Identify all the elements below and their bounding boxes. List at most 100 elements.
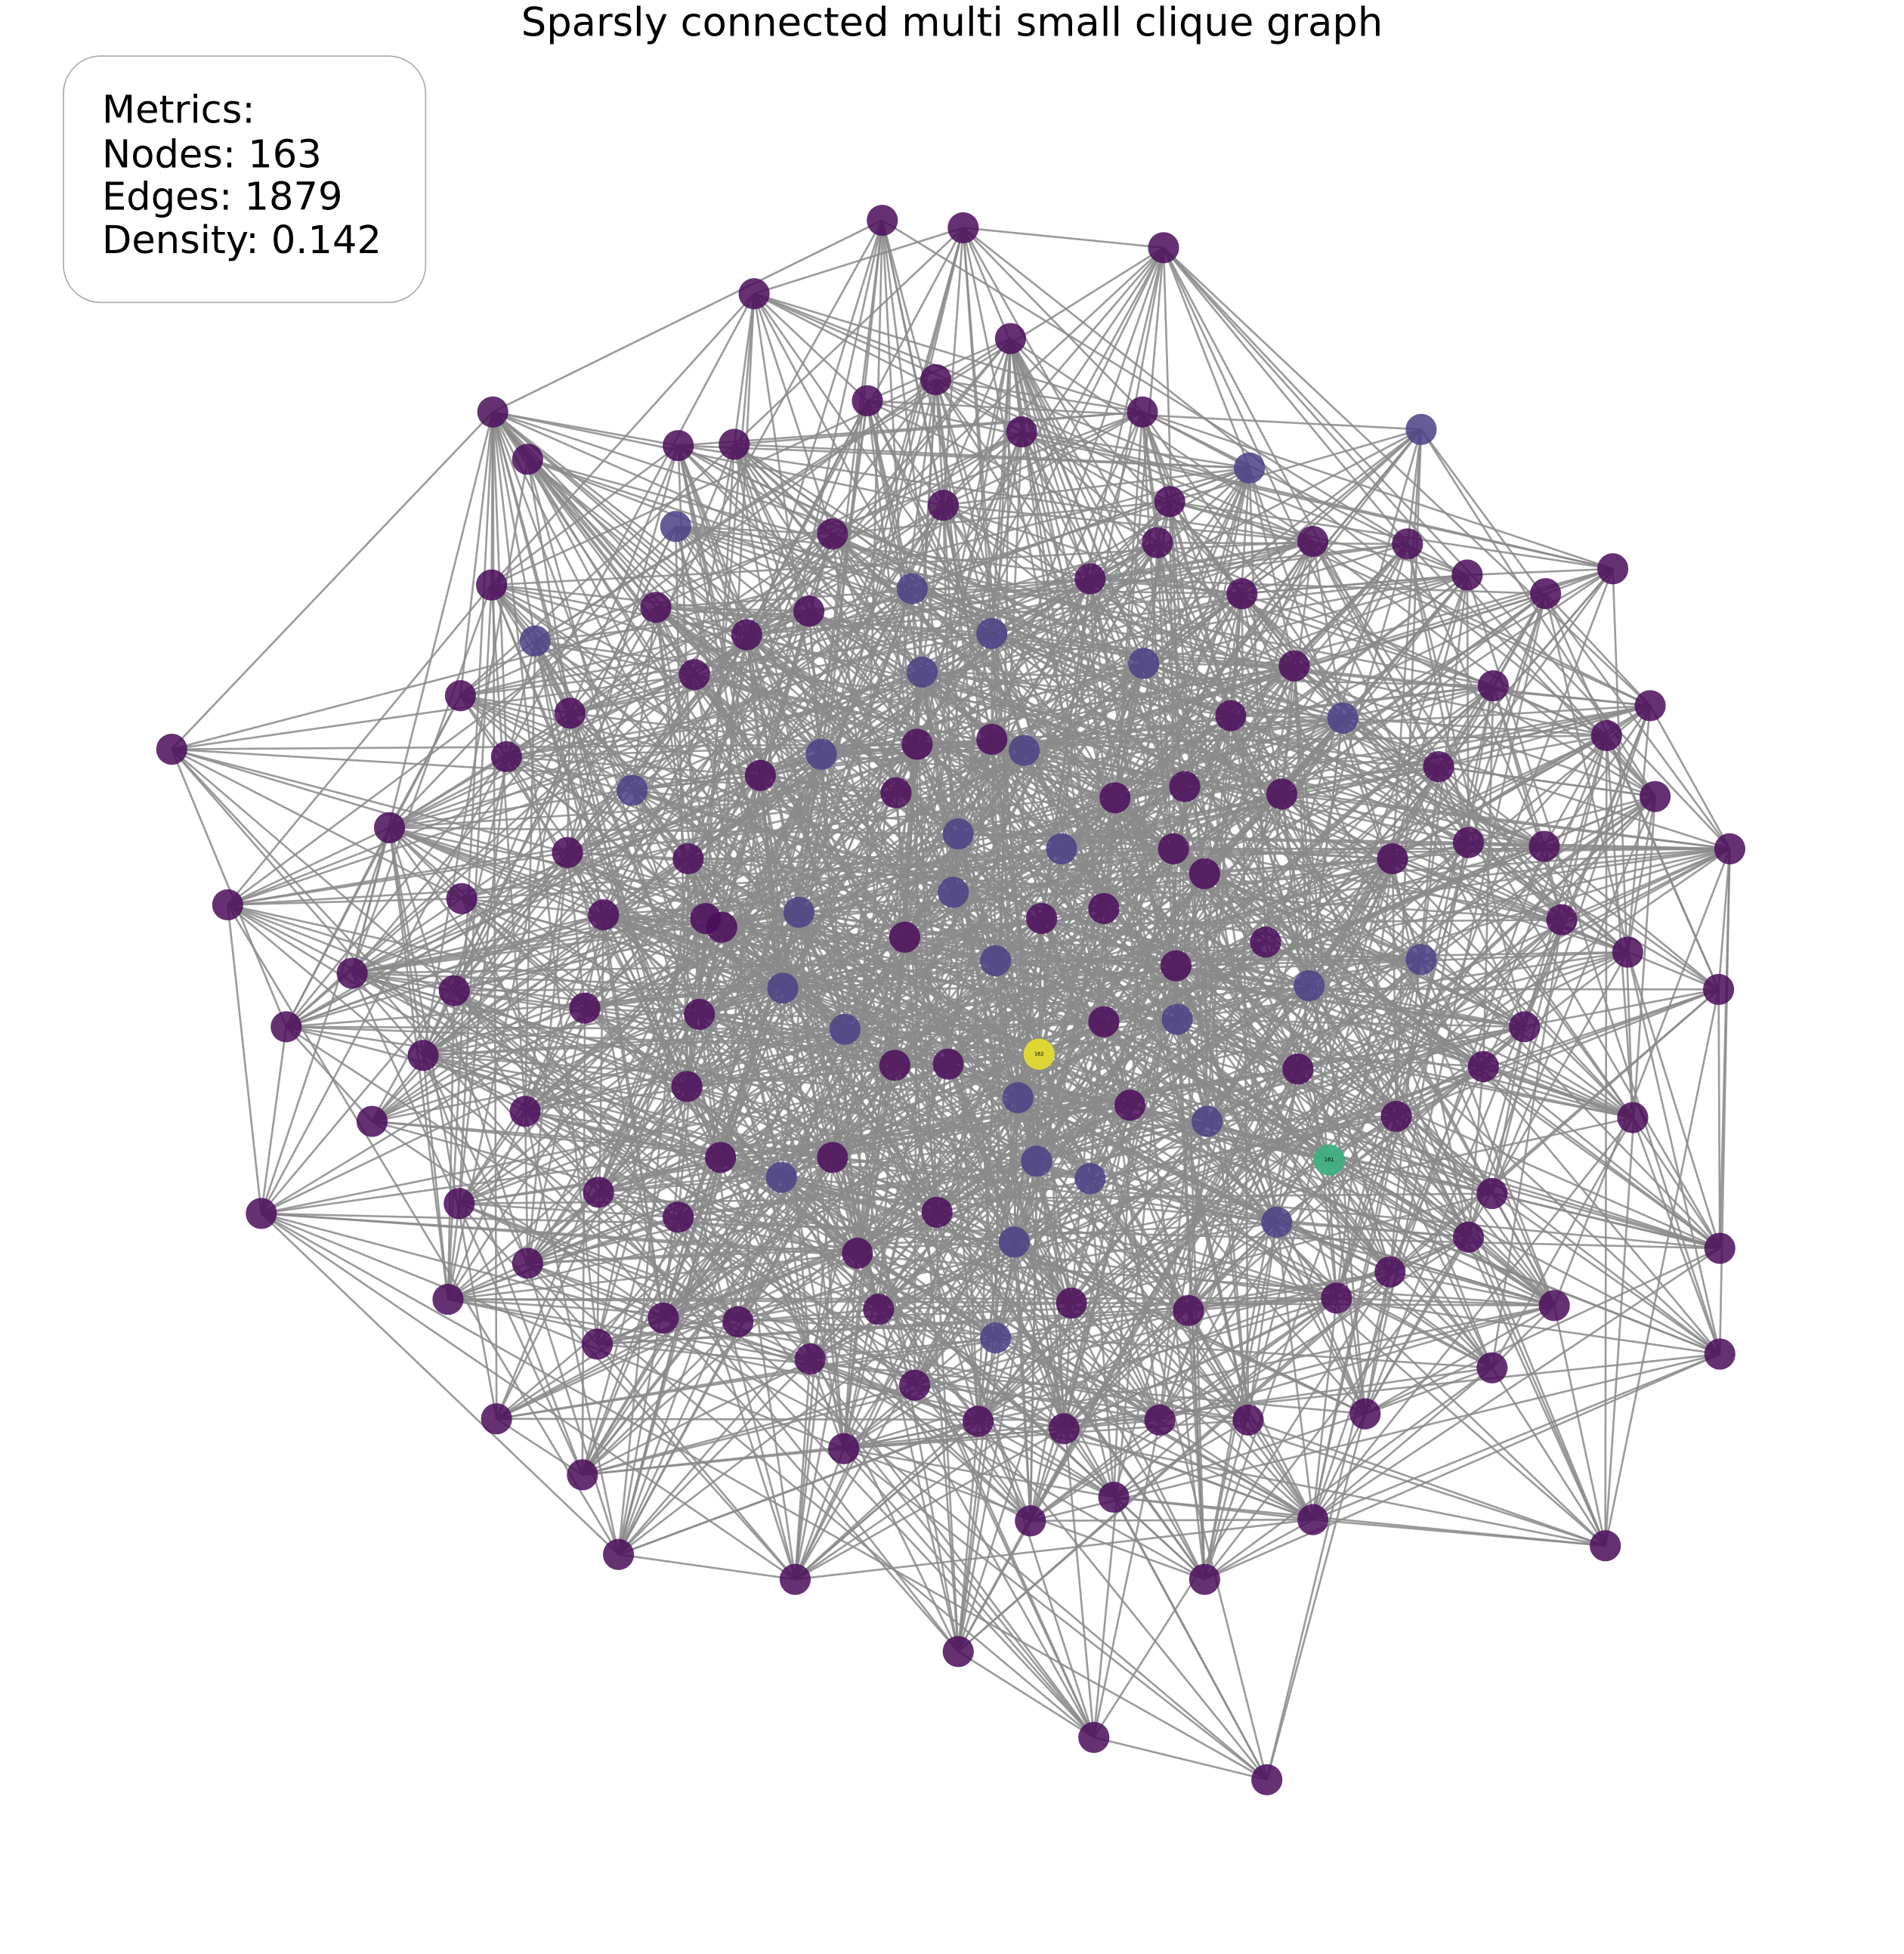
edge bbox=[1335, 568, 1614, 1299]
node bbox=[512, 1248, 543, 1279]
edge bbox=[524, 1111, 620, 1555]
edge bbox=[753, 292, 1143, 413]
edge bbox=[447, 1252, 858, 1300]
edge bbox=[904, 785, 1185, 938]
node bbox=[1088, 1006, 1120, 1037]
edge bbox=[260, 634, 748, 1214]
node bbox=[1477, 670, 1510, 702]
edge bbox=[527, 1192, 600, 1264]
node bbox=[1509, 1011, 1541, 1043]
edge bbox=[794, 1309, 1189, 1581]
edge bbox=[780, 220, 884, 1178]
node bbox=[1704, 1338, 1736, 1370]
edge bbox=[1365, 1366, 1493, 1415]
edge bbox=[1093, 1420, 1161, 1738]
edge bbox=[286, 1025, 688, 1088]
edge bbox=[597, 1221, 1278, 1346]
edge bbox=[832, 1156, 1278, 1223]
edge bbox=[1312, 1116, 1398, 1520]
edge bbox=[506, 743, 917, 758]
node bbox=[994, 323, 1026, 354]
edge bbox=[1029, 1054, 1040, 1521]
edge bbox=[227, 671, 923, 906]
node bbox=[767, 972, 799, 1004]
edge bbox=[1022, 431, 1250, 469]
node bbox=[932, 1048, 964, 1080]
node bbox=[980, 945, 1012, 977]
edge bbox=[506, 756, 761, 777]
edge bbox=[1113, 1419, 1249, 1498]
edge bbox=[447, 991, 456, 1300]
edge bbox=[1467, 1236, 1555, 1306]
edge bbox=[794, 796, 1656, 1581]
edge bbox=[603, 858, 1393, 916]
edge bbox=[1467, 567, 1613, 577]
edge bbox=[1309, 985, 1484, 1068]
edge bbox=[1093, 1736, 1268, 1781]
edge bbox=[1142, 662, 1232, 717]
edge bbox=[694, 673, 1025, 752]
edge bbox=[914, 1384, 1249, 1421]
node bbox=[663, 1201, 694, 1233]
edge bbox=[603, 914, 706, 920]
edge bbox=[782, 987, 949, 1065]
node bbox=[1006, 416, 1037, 448]
edge bbox=[490, 584, 822, 756]
edge bbox=[597, 1343, 1365, 1415]
edge bbox=[843, 1419, 1161, 1450]
nodes: 162 161 bbox=[156, 205, 1745, 1795]
edge bbox=[995, 795, 1655, 962]
edge bbox=[719, 1156, 879, 1310]
edge bbox=[260, 1026, 288, 1214]
node bbox=[407, 1040, 439, 1071]
edge bbox=[261, 1212, 1268, 1781]
edge bbox=[1041, 917, 1484, 1068]
edge bbox=[977, 1302, 1073, 1422]
edge bbox=[1177, 1018, 1525, 1028]
edge bbox=[447, 1085, 688, 1300]
edge bbox=[1241, 592, 1494, 687]
edge bbox=[1162, 247, 1250, 468]
edge bbox=[597, 1297, 1337, 1346]
edge bbox=[1143, 662, 1294, 667]
edge bbox=[1406, 429, 1423, 544]
edge bbox=[351, 914, 604, 975]
node bbox=[901, 728, 933, 760]
edge bbox=[957, 833, 1105, 910]
edge bbox=[1467, 842, 1629, 954]
edge bbox=[1176, 1019, 1208, 1122]
edge bbox=[942, 246, 1165, 506]
edge bbox=[584, 848, 1174, 1009]
edge bbox=[598, 1120, 1207, 1194]
edge bbox=[1482, 1065, 1634, 1119]
node bbox=[1215, 700, 1247, 731]
edge bbox=[227, 897, 462, 906]
edge bbox=[1631, 1117, 1721, 1249]
edge bbox=[675, 525, 833, 535]
edge bbox=[913, 1384, 1031, 1522]
node bbox=[1261, 1206, 1293, 1238]
edge bbox=[1420, 428, 1731, 850]
edge bbox=[746, 633, 918, 746]
node bbox=[817, 1142, 848, 1173]
edge bbox=[1406, 543, 1546, 847]
node-label: 161 bbox=[1324, 1157, 1334, 1163]
edge bbox=[582, 1447, 844, 1476]
edge bbox=[524, 852, 569, 1112]
edge bbox=[809, 1241, 1015, 1360]
edge bbox=[453, 990, 739, 1323]
node bbox=[1021, 1146, 1052, 1177]
edge bbox=[1103, 858, 1393, 910]
node bbox=[722, 1306, 754, 1337]
edge bbox=[916, 744, 954, 893]
edge bbox=[978, 1420, 1606, 1547]
edge bbox=[1718, 849, 1731, 1355]
edge bbox=[389, 827, 905, 938]
edge bbox=[957, 785, 1185, 835]
edge bbox=[832, 500, 1170, 535]
edge bbox=[977, 1121, 1208, 1422]
edge bbox=[753, 292, 1314, 543]
edge bbox=[261, 1212, 845, 1450]
edge bbox=[447, 1298, 1492, 1369]
edge bbox=[1491, 920, 1563, 1368]
